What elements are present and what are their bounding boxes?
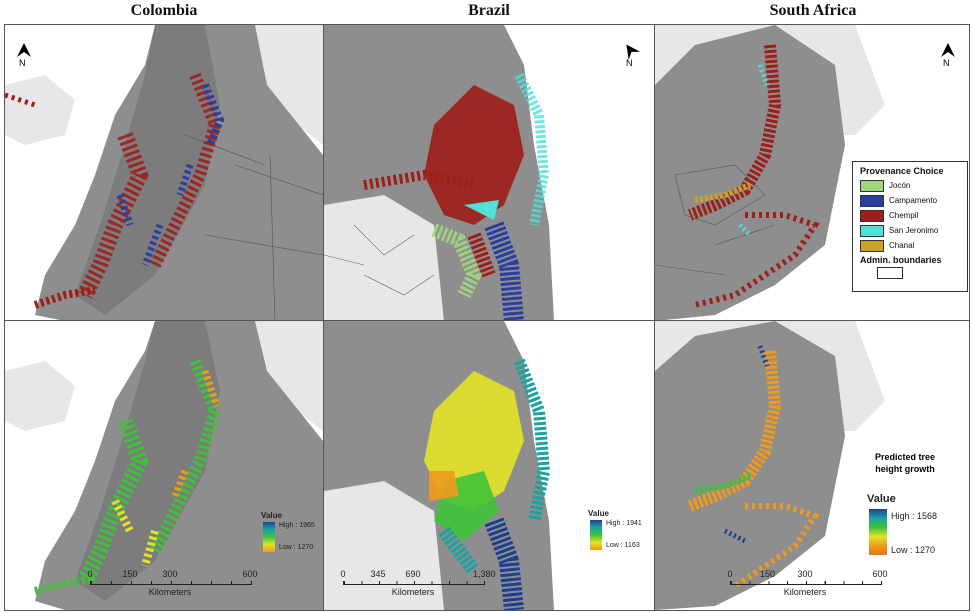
growth-dots-brazil: [424, 358, 551, 610]
provenance-label: Chempil: [889, 211, 919, 220]
map-south-africa-provenance: N Provenance Choice Jocón Campamento Chemp…: [654, 24, 970, 322]
value-legend-title: Value: [867, 493, 896, 505]
scale-tick-label: 300: [162, 569, 178, 579]
predicted-growth-label: Predicted tree height growth: [874, 452, 936, 474]
provenance-legend-item: Jocón: [860, 179, 967, 192]
colombia-growth-terrain: [5, 321, 323, 610]
map-colombia-growth: Value High : 1965 Low : 1270 0 150 300 600 K…: [4, 320, 324, 611]
scale-tick-label: 690: [405, 569, 421, 579]
scale-tick-label: 345: [370, 569, 386, 579]
value-legend-colombia: Value High : 1965 Low : 1270: [261, 511, 323, 557]
growth-dots-colombia: [33, 358, 222, 595]
north-label: N: [626, 58, 633, 67]
provenance-label: Chanal: [889, 241, 915, 250]
provenance-legend: Provenance Choice Jocón Campamento Chempil…: [852, 161, 968, 292]
provenance-label: Jocón: [889, 181, 911, 190]
value-ramp: [263, 522, 275, 552]
provenance-legend-title: Provenance Choice: [860, 166, 944, 176]
north-label: N: [943, 58, 950, 67]
column-title-south-africa: South Africa: [769, 2, 857, 19]
provenance-label: San Jeronimo: [889, 226, 939, 235]
scalebar-colombia: 0 150 300 600 Kilometers: [85, 569, 257, 599]
value-legend-low: Low : 1270: [891, 545, 936, 555]
scale-tick-label: 600: [872, 569, 888, 579]
column-title-brazil: Brazil: [468, 2, 510, 19]
value-legend-low: Low : 1163: [606, 542, 640, 549]
colombia-terrain: [5, 25, 323, 321]
map-south-africa-growth: Predicted tree height growth Value High …: [654, 320, 970, 611]
value-legend-high: High : 1568: [891, 511, 938, 521]
value-ramp: [869, 509, 887, 555]
value-legend-high: High : 1965: [279, 522, 315, 529]
provenance-legend-item: Chempil: [860, 209, 967, 222]
scale-tick-label: 0: [340, 569, 346, 579]
provenance-swatch: [860, 224, 884, 237]
provenance-dots-brazil: [363, 72, 550, 321]
provenance-legend-item: Campamento: [860, 194, 967, 207]
provenance-dots-colombia: [5, 72, 225, 309]
scale-bar-line: [343, 581, 485, 585]
scale-bar-line: [90, 581, 252, 585]
scale-tick-label: 0: [87, 569, 93, 579]
north-arrow-icon: N: [937, 39, 959, 67]
value-legend-low: Low : 1270: [279, 544, 314, 551]
scale-tick-label: 150: [759, 569, 776, 579]
map-colombia-provenance: N: [4, 24, 324, 322]
scalebar-south-africa: 0 150 300 600 Kilometers: [725, 569, 887, 601]
scale-tick-label: 150: [122, 569, 138, 579]
brazil-terrain: [324, 25, 654, 321]
scale-unit-label: Kilometers: [783, 587, 827, 597]
scale-bar-line: [730, 581, 882, 585]
brazil-growth-terrain: [324, 321, 654, 610]
map-brazil-provenance: N: [323, 24, 655, 322]
provenance-dots-south-africa: [687, 44, 820, 308]
scale-unit-label: Kilometers: [148, 587, 192, 597]
column-title-colombia: Colombia: [130, 2, 198, 19]
value-legend-title: Value: [261, 511, 282, 520]
scale-tick-label: 0: [727, 569, 733, 579]
growth-dots-south-africa: [687, 345, 820, 589]
scale-tick-label: 600: [242, 569, 258, 579]
value-ramp: [590, 520, 602, 550]
boundaries-label: Admin. boundaries: [860, 255, 942, 265]
scale-unit-label: Kilometers: [391, 587, 435, 597]
provenance-label: Campamento: [889, 196, 938, 205]
value-legend-brazil: Value High : 1941 Low : 1163: [588, 509, 654, 555]
value-legend-south-africa: Value High : 1568 Low : 1270: [867, 493, 967, 565]
south-africa-growth-terrain: [655, 321, 969, 610]
provenance-legend-item: Chanal: [860, 239, 967, 252]
provenance-legend-items: Jocón Campamento Chempil San Jeronimo Chanal: [853, 179, 967, 252]
provenance-swatch: [860, 194, 884, 207]
scalebar-brazil: 0 345 690 1,380 Kilometers: [338, 569, 495, 599]
north-arrow-icon: N: [13, 39, 35, 67]
north-label: N: [19, 58, 26, 67]
value-legend-title: Value: [588, 509, 609, 518]
provenance-swatch: [860, 209, 884, 222]
scale-tick-label: 1,380: [473, 569, 496, 579]
north-arrow-icon: N: [620, 39, 642, 67]
provenance-swatch: [860, 239, 884, 252]
map-brazil-growth: Value High : 1941 Low : 1163 0 345 690 1,38…: [323, 320, 655, 611]
provenance-swatch: [860, 179, 884, 192]
scale-tick-label: 300: [797, 569, 813, 579]
boundaries-swatch: [877, 267, 903, 279]
value-legend-high: High : 1941: [606, 520, 642, 527]
provenance-legend-item: San Jeronimo: [860, 224, 967, 237]
